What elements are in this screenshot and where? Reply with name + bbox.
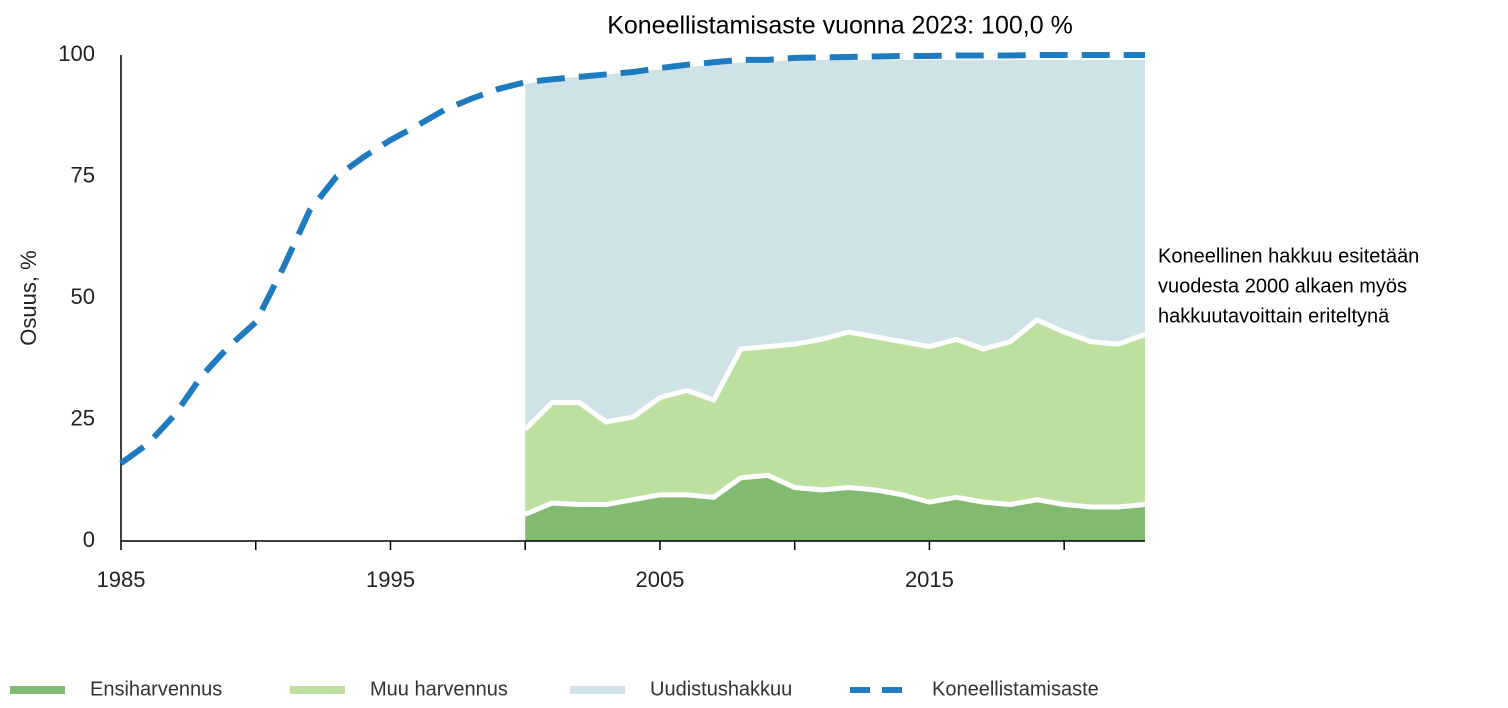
annotation-line: vuodesta 2000 alkaen myös — [1158, 275, 1407, 297]
annotation-line: hakkuutavoittain eriteltynä — [1158, 305, 1390, 327]
legend-swatch — [10, 686, 65, 694]
x-tick-label: 2015 — [905, 567, 954, 592]
y-axis-label: Osuus, % — [16, 250, 41, 345]
legend-swatch — [570, 686, 625, 694]
annotation-line: Koneellinen hakkuu esitetään — [1158, 245, 1419, 267]
legend-label: Uudistushakkuu — [650, 678, 792, 700]
y-tick-label: 50 — [71, 284, 95, 309]
chart-title: Koneellistamisaste vuonna 2023: 100,0 % — [607, 12, 1073, 40]
legend-swatch — [290, 686, 345, 694]
x-tick-label: 1995 — [366, 567, 415, 592]
y-tick-label: 0 — [83, 527, 95, 552]
legend-label: Koneellistamisaste — [932, 678, 1099, 700]
chart: Koneellistamisaste vuonna 2023: 100,0 % … — [0, 0, 1508, 703]
legend-label: Ensiharvennus — [90, 678, 222, 700]
y-tick-label: 75 — [71, 162, 95, 187]
x-tick-label: 2005 — [635, 567, 684, 592]
x-tick-label: 1985 — [97, 567, 146, 592]
y-tick-label: 25 — [71, 405, 95, 430]
y-tick-label: 100 — [58, 41, 95, 66]
legend-label: Muu harvennus — [370, 678, 508, 700]
